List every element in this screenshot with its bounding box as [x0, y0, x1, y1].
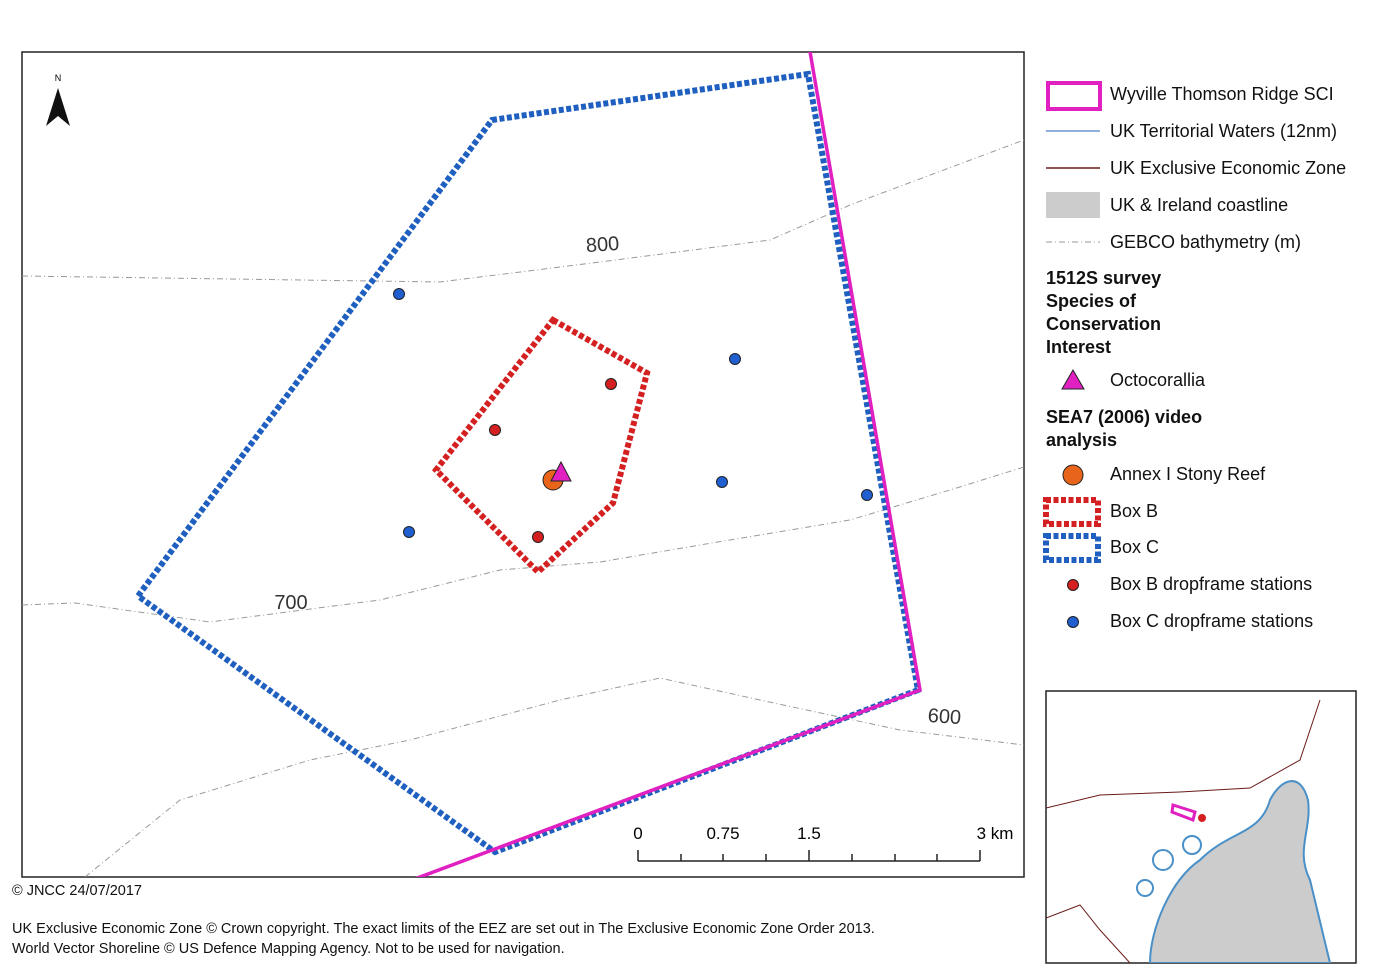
legend-label: UK Territorial Waters (12nm): [1110, 121, 1338, 141]
swatch: [1067, 579, 1079, 591]
legend-label: UK & Ireland coastline: [1110, 195, 1289, 215]
contour: [84, 677, 1024, 877]
legend-label: Box C dropframe stations: [1110, 611, 1314, 631]
swatch: [1061, 369, 1085, 390]
north-label: N: [55, 73, 62, 83]
octocorallia: [550, 460, 572, 482]
swatch: [1043, 533, 1101, 563]
legend-section-title: 1512S survey Species of Conservation Int…: [1046, 268, 1162, 357]
box-b-station: [489, 424, 501, 436]
inset-map: [1046, 699, 1332, 963]
contour: [22, 139, 1024, 283]
contour-label: 600: [927, 705, 962, 729]
legend-label: Octocorallia: [1110, 370, 1206, 390]
footer-line: World Vector Shoreline © US Defence Mapp…: [12, 941, 565, 957]
scale-label: 3 km: [977, 824, 1014, 843]
legend-label: Box B dropframe stations: [1110, 574, 1313, 594]
swatch: [1046, 81, 1102, 111]
swatch: [1062, 464, 1084, 486]
scale-label: 0.75: [706, 824, 739, 843]
legend-label: Box C: [1110, 537, 1160, 557]
box-c-station: [861, 489, 873, 501]
footer-line: UK Exclusive Economic Zone © Crown copyr…: [12, 921, 875, 937]
contour: [22, 466, 1024, 623]
legend-label: UK Exclusive Economic Zone: [1110, 158, 1347, 178]
legend-label: GEBCO bathymetry (m): [1110, 232, 1302, 252]
swatch: [1046, 192, 1100, 218]
scale-label: 1.5: [797, 824, 821, 843]
legend-label: Annex I Stony Reef: [1110, 464, 1266, 484]
contour-label: 700: [274, 592, 307, 614]
scale-label: 0: [633, 824, 642, 843]
swatch: [1067, 616, 1079, 628]
box-b-station: [532, 531, 544, 543]
box-c-station: [403, 526, 415, 538]
box-c-station: [393, 288, 405, 300]
contour-label: 800: [585, 233, 620, 257]
box-c-station: [729, 353, 741, 365]
footer-date: © JNCC 24/07/2017: [12, 883, 142, 899]
legend-label: Box B: [1110, 501, 1159, 521]
box-c-station: [716, 476, 728, 488]
box-b-station: [605, 378, 617, 390]
scale-bar: [637, 850, 981, 862]
north-arrow: [46, 88, 70, 126]
swatch: [1043, 497, 1101, 527]
box-b: [432, 316, 651, 577]
sci-boundary: [415, 52, 922, 877]
map-frame: [21, 51, 1025, 878]
legend-section-title: SEA7 (2006) video analysis: [1046, 407, 1203, 450]
legend-label: Wyville Thomson Ridge SCI: [1110, 84, 1334, 104]
